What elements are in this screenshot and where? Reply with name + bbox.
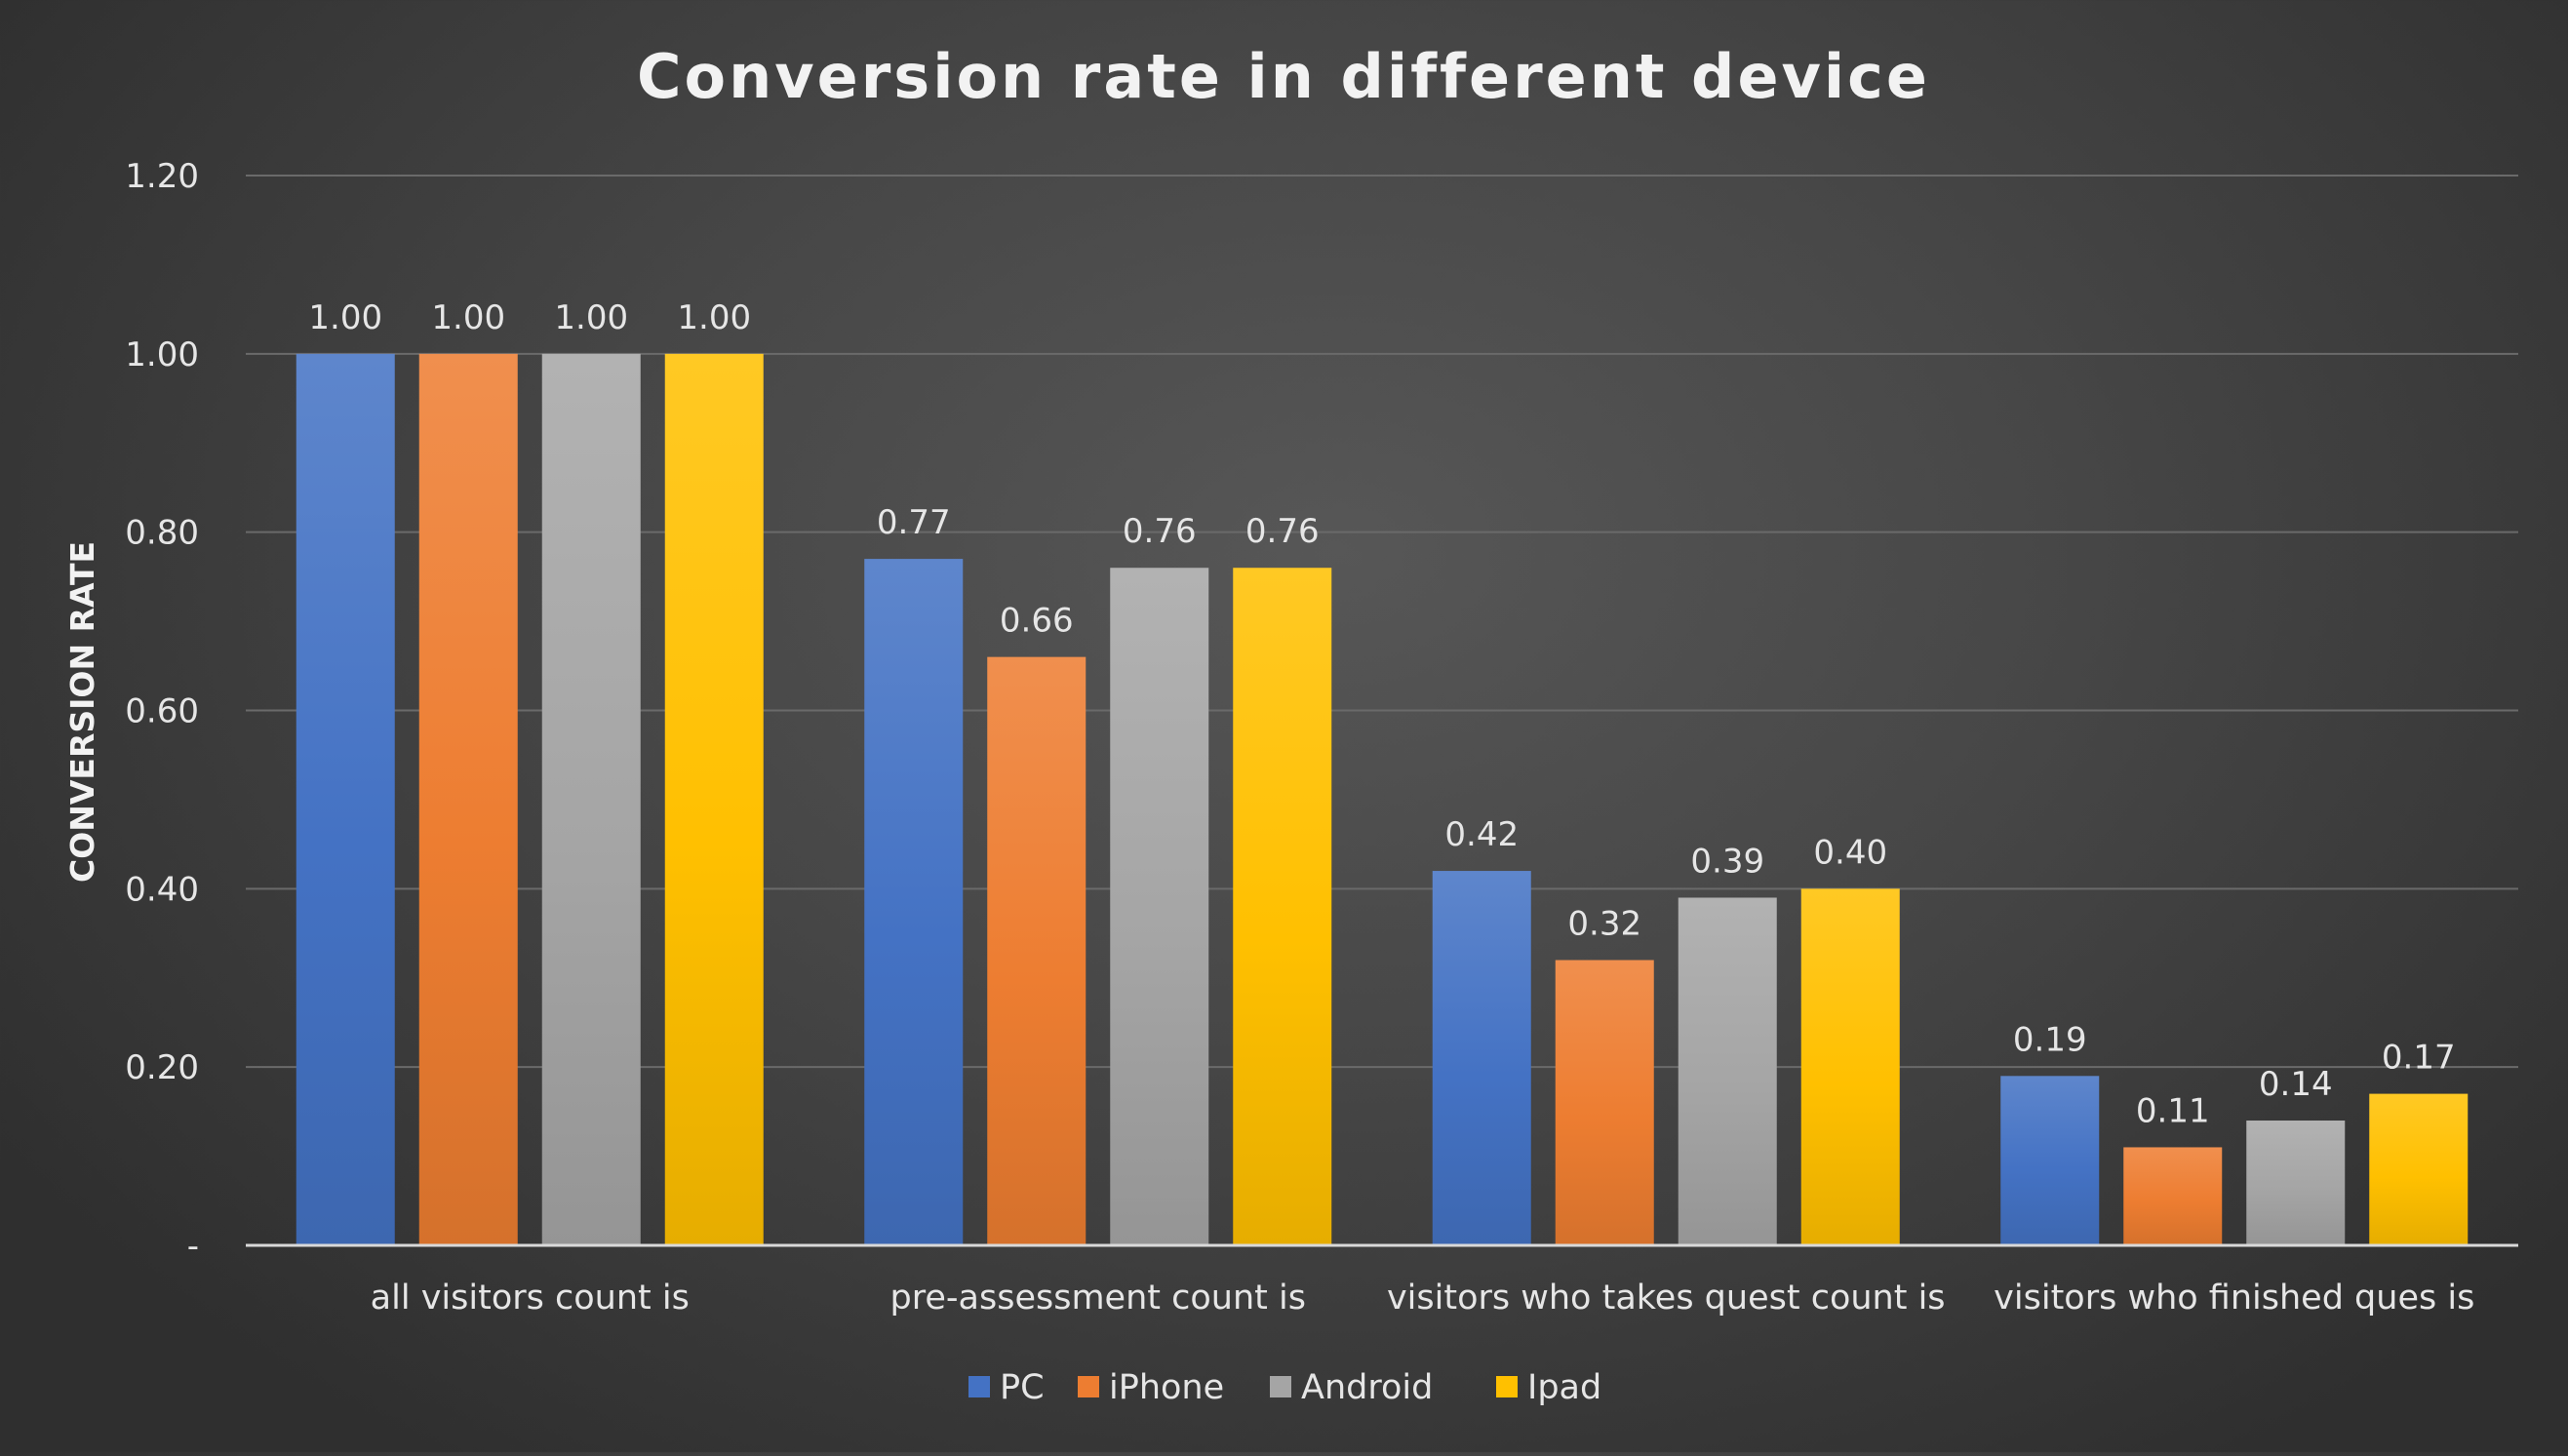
data-label: 0.42 — [1444, 815, 1519, 854]
y-axis-ticks: - 0.20 0.40 0.60 0.80 1.00 1.20 — [125, 157, 199, 1266]
legend-label: Android — [1301, 1368, 1433, 1407]
data-label: 0.76 — [1123, 512, 1197, 551]
y-tick-label: 0.20 — [125, 1048, 199, 1087]
legend-item-ipad: Ipad — [1496, 1368, 1601, 1407]
x-tick-label: visitors who finished ques is — [1994, 1279, 2474, 1318]
x-tick-label: pre-assessment count is — [890, 1279, 1306, 1318]
y-tick-label: 0.80 — [125, 514, 199, 553]
x-tick-label: visitors who takes quest count is — [1387, 1279, 1946, 1318]
y-tick-label: 1.00 — [125, 335, 199, 374]
bar-iphone-1 — [987, 656, 1086, 1245]
y-axis-label: CONVERSION RATE — [63, 541, 101, 883]
bar-iphone-3 — [2123, 1147, 2223, 1245]
data-label: 0.39 — [1690, 842, 1764, 881]
y-tick-label: 0.60 — [125, 692, 199, 731]
data-label: 0.76 — [1245, 512, 1320, 551]
y-tick-label: - — [187, 1227, 199, 1266]
legend-item-pc: PC — [968, 1368, 1045, 1407]
bar-android-1 — [1110, 568, 1209, 1245]
y-tick-label: 1.20 — [125, 157, 199, 196]
legend-swatch — [1270, 1376, 1291, 1397]
y-tick-label: 0.40 — [125, 870, 199, 909]
bar-iphone-0 — [418, 353, 518, 1245]
legend-swatch — [1078, 1376, 1099, 1397]
data-label: 0.40 — [1813, 833, 1887, 872]
legend-label: PC — [1000, 1368, 1045, 1407]
chart-title: Conversion rate in different device — [637, 41, 1930, 112]
legend-swatch — [1496, 1376, 1518, 1397]
data-label: 0.17 — [2382, 1039, 2456, 1078]
data-label: 0.32 — [1567, 904, 1641, 943]
bar-android-3 — [2246, 1121, 2346, 1245]
legend-item-android: Android — [1270, 1368, 1433, 1407]
legend-label: iPhone — [1109, 1368, 1224, 1407]
bar-android-2 — [1678, 897, 1777, 1245]
data-label: 1.00 — [431, 298, 505, 337]
bar-iphone-2 — [1555, 960, 1654, 1245]
bar-ipad-2 — [1800, 888, 1900, 1245]
bar-pc-3 — [2000, 1076, 2100, 1245]
data-label: 0.66 — [1000, 602, 1074, 641]
x-axis-ticks: all visitors count is pre-assessment coun… — [371, 1279, 2475, 1318]
data-label: 1.00 — [554, 298, 628, 337]
bar-pc-2 — [1432, 871, 1531, 1245]
data-label: 0.19 — [2013, 1020, 2087, 1059]
legend: PC iPhone Android Ipad — [968, 1368, 1601, 1407]
data-label: 1.00 — [308, 298, 382, 337]
data-labels: 1.00 1.00 1.00 1.00 0.77 0.66 0.76 0.76 0.42 0.32… — [308, 298, 2455, 1131]
legend-item-iphone: iPhone — [1078, 1368, 1224, 1407]
bar-ipad-3 — [2369, 1093, 2469, 1245]
bar-ipad-1 — [1233, 568, 1332, 1245]
legend-label: Ipad — [1527, 1368, 1601, 1407]
bar-ipad-0 — [664, 353, 764, 1245]
data-label: 0.77 — [877, 503, 951, 542]
data-label: 0.11 — [2136, 1091, 2210, 1130]
legend-swatch — [968, 1376, 990, 1397]
data-label: 0.14 — [2259, 1065, 2333, 1104]
bar-android-0 — [541, 353, 641, 1245]
data-label: 1.00 — [677, 298, 751, 337]
bars — [296, 353, 2469, 1245]
bar-pc-0 — [296, 353, 395, 1245]
bar-pc-1 — [864, 559, 964, 1245]
x-tick-label: all visitors count is — [371, 1279, 690, 1318]
